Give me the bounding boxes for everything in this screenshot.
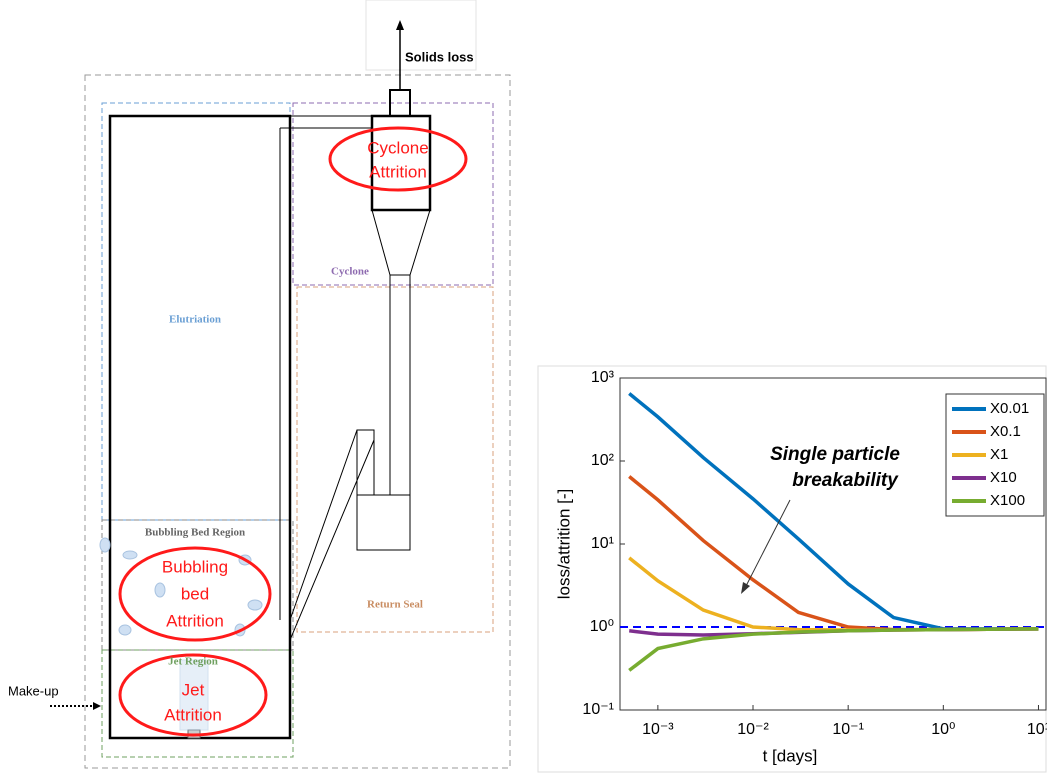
region-label: Cyclone [331, 266, 369, 278]
x-tick-label: 10⁻² [737, 721, 769, 738]
legend-label: X0.1 [990, 423, 1021, 440]
region-label: Elutriation [169, 314, 221, 326]
riser [110, 116, 290, 738]
y-tick-label: 10³ [591, 369, 615, 386]
legend-label: X100 [990, 492, 1025, 509]
y-tick-label: 10⁰ [590, 618, 614, 635]
x-tick-label: 10⁰ [931, 721, 955, 738]
arrow-head [396, 20, 404, 30]
y-tick-label: 10¹ [591, 535, 614, 552]
inclined-pipe [290, 430, 374, 640]
legend-label: X10 [990, 469, 1017, 486]
attrition-label: Jet [182, 680, 205, 699]
bubble [100, 538, 110, 552]
region-label: Bubbling Bed Region [145, 527, 245, 539]
x-tick-label: 10¹ [1027, 721, 1047, 738]
attrition-label: Attrition [369, 162, 427, 181]
elutriation-region [102, 103, 290, 520]
cyclone-cone [372, 210, 430, 495]
attrition-label: Attrition [166, 611, 224, 630]
legend-label: X1 [990, 446, 1008, 463]
return-seal-region [297, 287, 493, 632]
y-tick-label: 10² [591, 452, 615, 469]
y-tick-label: 10⁻¹ [582, 701, 614, 718]
region-label: Return Seal [367, 599, 423, 611]
attrition-label: Bubbling [162, 557, 228, 576]
y-axis-label: loss/attrition [-] [554, 489, 573, 600]
legend-label: X0.01 [990, 400, 1029, 417]
x-axis-label: t [days] [763, 746, 818, 765]
seal-box [357, 495, 410, 550]
annotation: Single particle [770, 444, 900, 465]
x-tick-label: 10⁻³ [642, 721, 674, 738]
cyclone-region [293, 103, 493, 285]
attrition-label: Attrition [164, 705, 222, 724]
diagram [50, 0, 510, 768]
bubble [155, 583, 165, 597]
crossover-duct [280, 116, 372, 620]
seal-leg [357, 430, 374, 495]
arrow-head [93, 702, 101, 710]
make-up-label: Make-up [8, 683, 59, 698]
attrition-label: bed [181, 584, 209, 603]
bubble [119, 625, 131, 635]
solids-loss-label: Solids loss [405, 49, 474, 64]
annotation: breakability [792, 470, 899, 491]
bubble [123, 551, 137, 559]
bubble [248, 600, 262, 610]
page: Solids loss Make-up Elutriation Cyclone … [0, 0, 1047, 773]
chart: 10⁻¹ 10⁰ 10¹ 10² 10³ 10⁻³ 10⁻² 10⁻¹ 10⁰ 10¹ t [day… [554, 369, 1047, 765]
region-label: Jet Region [168, 656, 218, 668]
x-tick-label: 10⁻¹ [832, 721, 864, 738]
attrition-label: Cyclone [367, 138, 428, 157]
